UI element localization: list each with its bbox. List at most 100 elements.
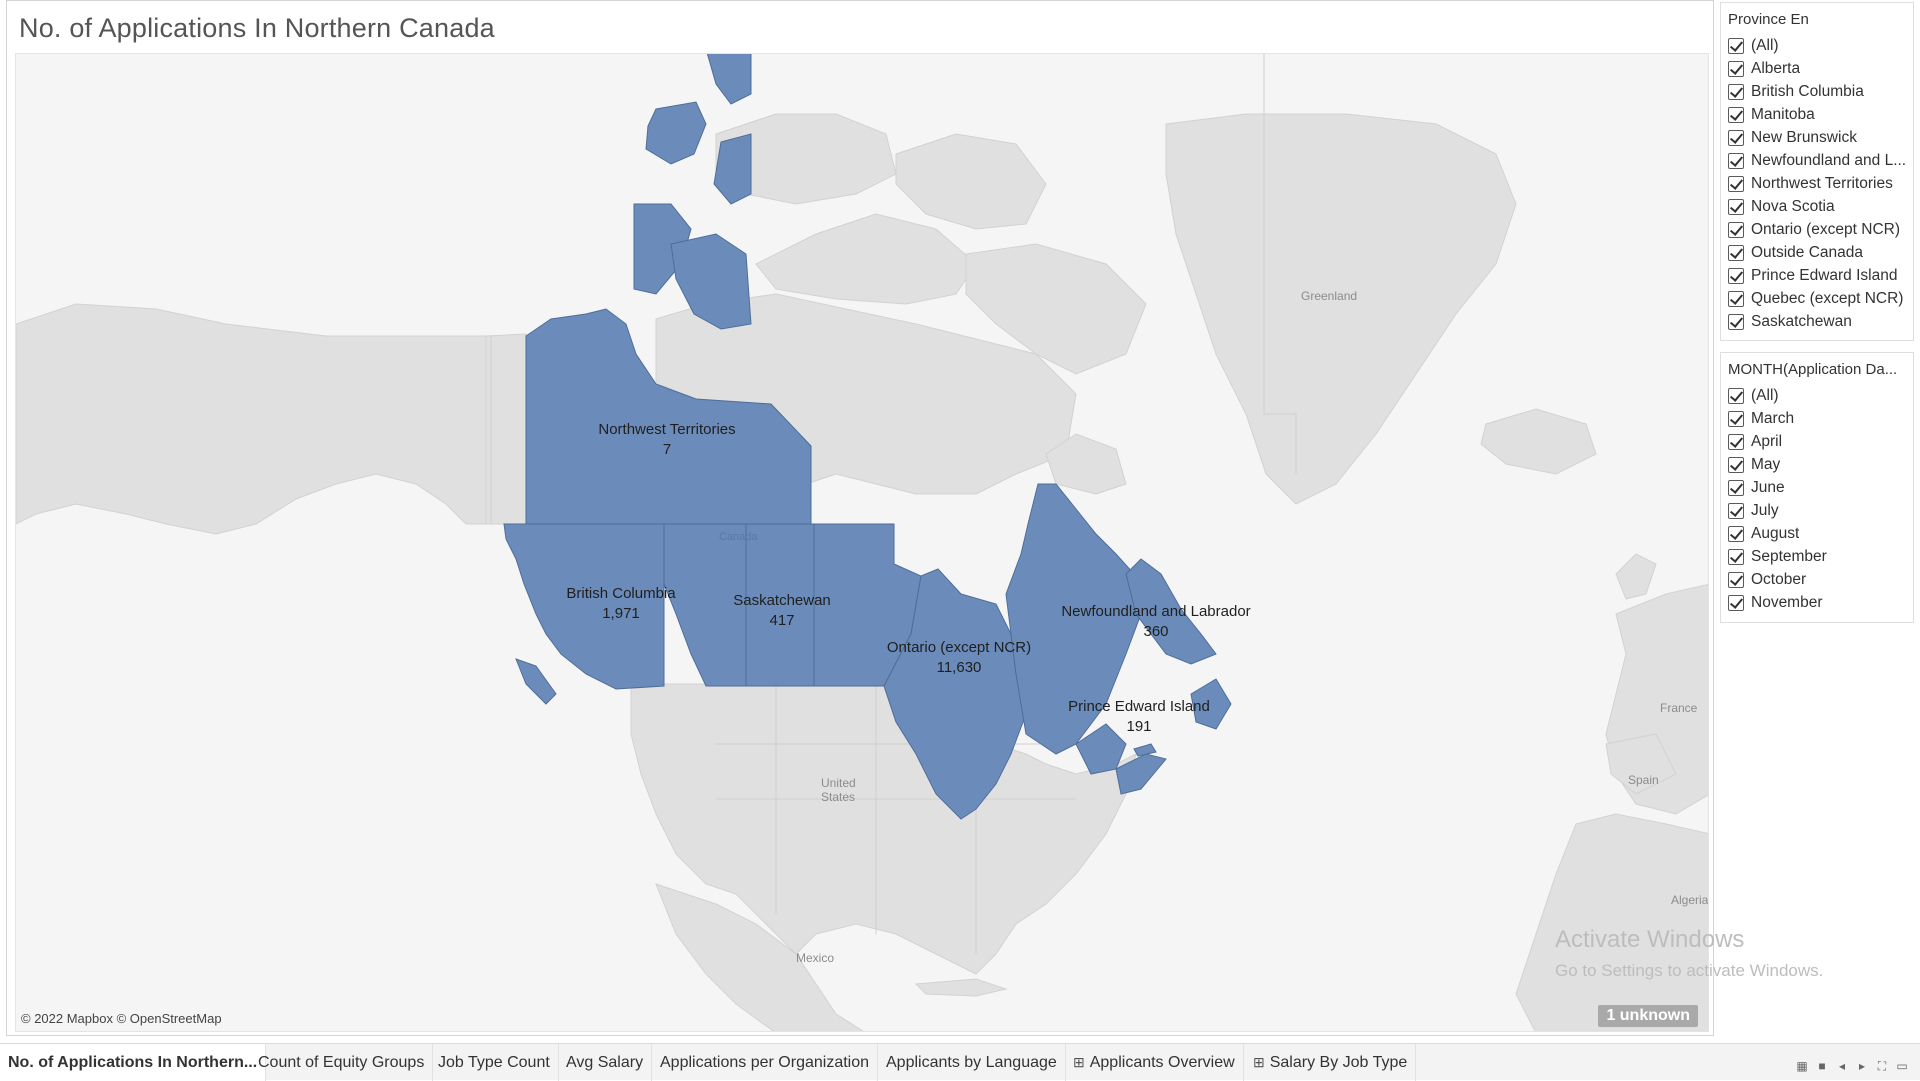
label-nwt-name: Northwest Territories: [598, 421, 735, 438]
checkbox-checked-icon[interactable]: [1728, 244, 1744, 261]
sheet-tab-label: No. of Applications In Northern...: [8, 1053, 258, 1071]
province-filter-option-label: Outside Canada: [1751, 243, 1864, 261]
sheet-tab[interactable]: Avg Salary: [558, 1044, 653, 1081]
month-filter-option[interactable]: May: [1721, 453, 1913, 476]
checkbox-checked-icon[interactable]: [1728, 175, 1744, 192]
month-filter-option-label: March: [1751, 409, 1795, 427]
month-filter-title[interactable]: MONTH(Application Da...: [1728, 361, 1898, 378]
month-filter-option[interactable]: April: [1721, 430, 1913, 453]
province-filter-option-label: Newfoundland and L...: [1751, 151, 1907, 169]
map-attribution[interactable]: © 2022 Mapbox © OpenStreetMap: [21, 1011, 222, 1026]
checkbox-checked-icon[interactable]: [1728, 221, 1744, 238]
province-filter-option[interactable]: Nova Scotia: [1721, 195, 1913, 218]
sheet-tab-bar: No. of Applications In Northern... Count …: [0, 1043, 1920, 1081]
province-filter-option[interactable]: Ontario (except NCR): [1721, 218, 1913, 241]
map-canvas[interactable]: Greenland Canada United States Mexico Fr…: [16, 54, 1709, 1032]
province-filter-option[interactable]: Outside Canada: [1721, 241, 1913, 264]
checkbox-checked-icon[interactable]: [1728, 479, 1744, 496]
month-filter-option-label: June: [1751, 478, 1785, 496]
dashboard-icon: ⊞: [1073, 1054, 1085, 1070]
worksheet: No. of Applications In Northern Canada: [6, 0, 1823, 1036]
checkbox-checked-icon[interactable]: [1728, 410, 1744, 427]
label-on-value: 11,630: [937, 659, 982, 676]
unknown-indicator-badge[interactable]: 1 unknown: [1598, 1005, 1698, 1027]
base-map-labels: Greenland Canada United States Mexico Fr…: [719, 289, 1708, 965]
map-view[interactable]: Greenland Canada United States Mexico Fr…: [15, 53, 1709, 1032]
sheet-tab-label: Salary By Job Type: [1269, 1053, 1408, 1071]
label-greenland: Greenland: [1301, 289, 1357, 303]
month-filter-option[interactable]: September: [1721, 545, 1913, 568]
province-filter-option-label: Northwest Territories: [1751, 174, 1893, 192]
checkbox-checked-icon[interactable]: [1728, 106, 1744, 123]
sheet-tab[interactable]: Applications per Organization: [652, 1044, 879, 1081]
checkbox-checked-icon[interactable]: [1728, 548, 1744, 565]
sheet-tab[interactable]: No. of Applications In Northern...: [0, 1044, 267, 1081]
province-filter-option[interactable]: Quebec (except NCR): [1721, 287, 1913, 310]
province-filter-option[interactable]: Alberta: [1721, 57, 1913, 80]
province-filter-option[interactable]: Prince Edward Island: [1721, 264, 1913, 287]
checkbox-checked-icon[interactable]: [1728, 502, 1744, 519]
checkbox-checked-icon[interactable]: [1728, 456, 1744, 473]
month-filter-option[interactable]: August: [1721, 522, 1913, 545]
checkbox-checked-icon[interactable]: [1728, 152, 1744, 169]
month-filter-option-label: (All): [1751, 386, 1779, 404]
province-filter-option[interactable]: Newfoundland and L...: [1721, 149, 1913, 172]
fullscreen-icon[interactable]: ⛶: [1877, 1058, 1887, 1073]
month-filter-option[interactable]: June: [1721, 476, 1913, 499]
arctic-island-nwt-3: [713, 133, 752, 205]
checkbox-checked-icon[interactable]: [1728, 433, 1744, 450]
checkbox-checked-icon[interactable]: [1728, 387, 1744, 404]
province-filter-option[interactable]: Manitoba: [1721, 103, 1913, 126]
checkbox-checked-icon[interactable]: [1728, 83, 1744, 100]
province-filter-option[interactable]: Northwest Territories: [1721, 172, 1913, 195]
month-filter-option-label: May: [1751, 455, 1781, 473]
province-filter-option-label: Alberta: [1751, 59, 1801, 77]
month-filter-option[interactable]: July: [1721, 499, 1913, 522]
province-filter-title[interactable]: Province En: [1728, 11, 1809, 28]
checkbox-checked-icon[interactable]: [1728, 60, 1744, 77]
province-filter-option[interactable]: Saskatchewan: [1721, 310, 1913, 333]
checkbox-checked-icon[interactable]: [1728, 290, 1744, 307]
baffin-island: [965, 243, 1147, 375]
checkbox-checked-icon[interactable]: [1728, 37, 1744, 54]
filmstrip-view-icon[interactable]: ■: [1818, 1059, 1826, 1073]
checkbox-checked-icon[interactable]: [1728, 525, 1744, 542]
label-pei-value: 191: [1126, 718, 1151, 735]
checkbox-checked-icon[interactable]: [1728, 313, 1744, 330]
uk: [1615, 553, 1657, 600]
province-filter-option-label: Prince Edward Island: [1751, 266, 1898, 284]
label-bc-name: British Columbia: [566, 585, 676, 602]
province-shapes[interactable]: [503, 54, 1232, 820]
checkbox-checked-icon[interactable]: [1728, 571, 1744, 588]
sheet-tab[interactable]: Count of Equity Groups: [250, 1044, 434, 1081]
sheet-tab[interactable]: Applicants by Language: [878, 1044, 1066, 1081]
checkbox-checked-icon[interactable]: [1728, 129, 1744, 146]
month-filter-panel: MONTH(Application Da... (All) March April M…: [1720, 352, 1914, 623]
sheet-tab[interactable]: Job Type Count: [430, 1044, 559, 1081]
month-filter-option[interactable]: November: [1721, 591, 1913, 614]
presentation-mode-icon[interactable]: ▭: [1896, 1059, 1908, 1073]
grid-view-icon[interactable]: ▦: [1796, 1059, 1808, 1073]
province-prince-edward-island: [1133, 743, 1157, 757]
sheet-tab[interactable]: ⊞ Applicants Overview: [1065, 1044, 1244, 1081]
month-filter-option[interactable]: October: [1721, 568, 1913, 591]
province-filter-option-label: British Columbia: [1751, 82, 1864, 100]
sheet-tab[interactable]: ⊞ Salary By Job Type: [1245, 1044, 1417, 1081]
month-filter-option[interactable]: March: [1721, 407, 1913, 430]
label-on-name: Ontario (except NCR): [887, 639, 1031, 656]
province-new-brunswick: [1075, 723, 1127, 775]
arctic-island-nwt-2: [645, 101, 707, 165]
checkbox-checked-icon[interactable]: [1728, 594, 1744, 611]
province-filter-option-label: Quebec (except NCR): [1751, 289, 1904, 307]
province-filter-option-label: Saskatchewan: [1751, 312, 1852, 330]
month-filter-option[interactable]: (All): [1721, 384, 1913, 407]
checkbox-checked-icon[interactable]: [1728, 267, 1744, 284]
province-filter-option[interactable]: New Brunswick: [1721, 126, 1913, 149]
province-filter-option[interactable]: (All): [1721, 34, 1913, 57]
province-filter-option[interactable]: British Columbia: [1721, 80, 1913, 103]
previous-sheet-icon[interactable]: ◂: [1838, 1059, 1846, 1073]
month-filter-list: (All) March April May June July August Septembe…: [1721, 384, 1913, 614]
checkbox-checked-icon[interactable]: [1728, 198, 1744, 215]
label-sk-value: 417: [769, 612, 794, 629]
next-sheet-icon[interactable]: ▸: [1858, 1059, 1866, 1073]
